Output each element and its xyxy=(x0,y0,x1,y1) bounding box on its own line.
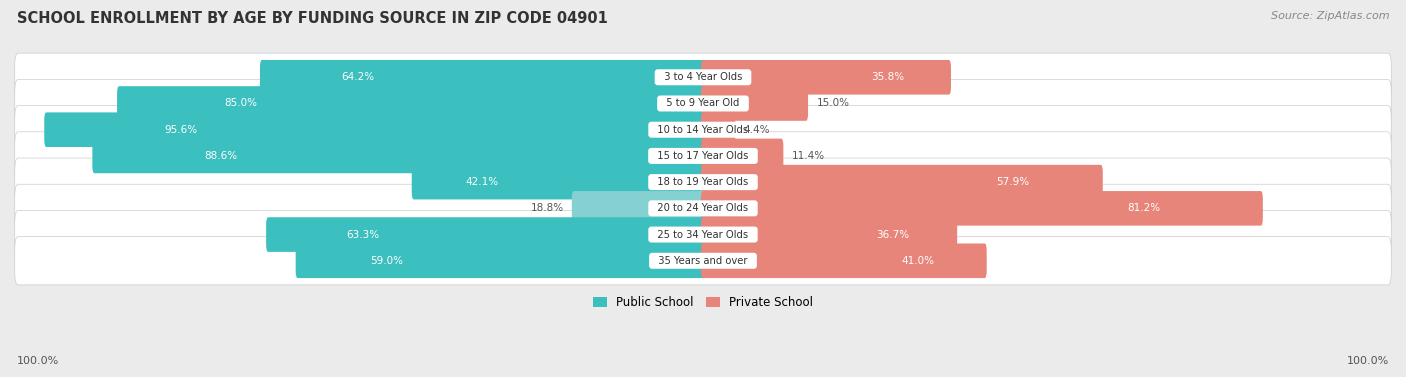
FancyBboxPatch shape xyxy=(260,60,704,95)
Text: 81.2%: 81.2% xyxy=(1128,203,1160,213)
FancyBboxPatch shape xyxy=(14,184,1392,233)
Text: 11.4%: 11.4% xyxy=(792,151,825,161)
Text: 18 to 19 Year Olds: 18 to 19 Year Olds xyxy=(651,177,755,187)
Text: 36.7%: 36.7% xyxy=(876,230,910,239)
FancyBboxPatch shape xyxy=(14,53,1392,101)
Text: 42.1%: 42.1% xyxy=(465,177,499,187)
FancyBboxPatch shape xyxy=(702,165,1102,199)
Text: SCHOOL ENROLLMENT BY AGE BY FUNDING SOURCE IN ZIP CODE 04901: SCHOOL ENROLLMENT BY AGE BY FUNDING SOUR… xyxy=(17,11,607,26)
FancyBboxPatch shape xyxy=(295,244,704,278)
FancyBboxPatch shape xyxy=(14,237,1392,285)
Text: 95.6%: 95.6% xyxy=(165,125,198,135)
Text: 57.9%: 57.9% xyxy=(995,177,1029,187)
FancyBboxPatch shape xyxy=(702,139,783,173)
FancyBboxPatch shape xyxy=(702,112,735,147)
Text: 3 to 4 Year Olds: 3 to 4 Year Olds xyxy=(658,72,748,82)
FancyBboxPatch shape xyxy=(702,244,987,278)
FancyBboxPatch shape xyxy=(14,132,1392,180)
FancyBboxPatch shape xyxy=(14,80,1392,127)
Text: 4.4%: 4.4% xyxy=(744,125,770,135)
Text: 10 to 14 Year Olds: 10 to 14 Year Olds xyxy=(651,125,755,135)
FancyBboxPatch shape xyxy=(266,217,704,252)
Legend: Public School, Private School: Public School, Private School xyxy=(588,292,818,314)
FancyBboxPatch shape xyxy=(14,106,1392,154)
Text: 20 to 24 Year Olds: 20 to 24 Year Olds xyxy=(651,203,755,213)
Text: 5 to 9 Year Old: 5 to 9 Year Old xyxy=(661,98,745,109)
FancyBboxPatch shape xyxy=(702,191,1263,226)
Text: 59.0%: 59.0% xyxy=(371,256,404,266)
FancyBboxPatch shape xyxy=(44,112,704,147)
Text: 88.6%: 88.6% xyxy=(204,151,238,161)
Text: 64.2%: 64.2% xyxy=(342,72,374,82)
Text: 35 Years and over: 35 Years and over xyxy=(652,256,754,266)
Text: 63.3%: 63.3% xyxy=(346,230,380,239)
Text: 18.8%: 18.8% xyxy=(530,203,564,213)
FancyBboxPatch shape xyxy=(93,139,704,173)
FancyBboxPatch shape xyxy=(572,191,704,226)
Text: 85.0%: 85.0% xyxy=(224,98,257,109)
FancyBboxPatch shape xyxy=(702,86,808,121)
FancyBboxPatch shape xyxy=(14,158,1392,206)
FancyBboxPatch shape xyxy=(702,60,950,95)
FancyBboxPatch shape xyxy=(117,86,704,121)
Text: 15 to 17 Year Olds: 15 to 17 Year Olds xyxy=(651,151,755,161)
FancyBboxPatch shape xyxy=(702,217,957,252)
FancyBboxPatch shape xyxy=(14,210,1392,259)
Text: 100.0%: 100.0% xyxy=(1347,356,1389,366)
FancyBboxPatch shape xyxy=(412,165,704,199)
Text: 100.0%: 100.0% xyxy=(17,356,59,366)
Text: 35.8%: 35.8% xyxy=(872,72,904,82)
Text: Source: ZipAtlas.com: Source: ZipAtlas.com xyxy=(1271,11,1389,21)
Text: 41.0%: 41.0% xyxy=(901,256,934,266)
Text: 25 to 34 Year Olds: 25 to 34 Year Olds xyxy=(651,230,755,239)
Text: 15.0%: 15.0% xyxy=(817,98,849,109)
